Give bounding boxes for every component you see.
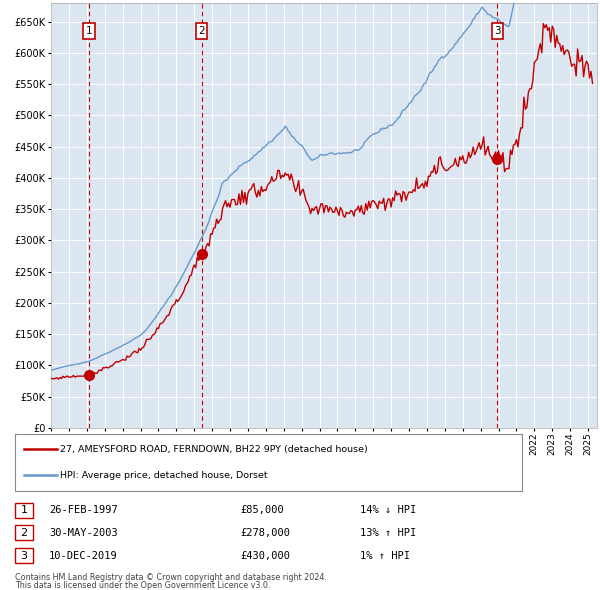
Text: Contains HM Land Registry data © Crown copyright and database right 2024.: Contains HM Land Registry data © Crown c… — [15, 572, 327, 582]
Text: 27, AMEYSFORD ROAD, FERNDOWN, BH22 9PY (detached house): 27, AMEYSFORD ROAD, FERNDOWN, BH22 9PY (… — [60, 445, 368, 454]
Text: £278,000: £278,000 — [240, 528, 290, 537]
Text: 1% ↑ HPI: 1% ↑ HPI — [360, 551, 410, 560]
Text: 1: 1 — [20, 506, 28, 515]
Text: 1: 1 — [86, 26, 92, 36]
Text: 26-FEB-1997: 26-FEB-1997 — [49, 506, 118, 515]
Text: HPI: Average price, detached house, Dorset: HPI: Average price, detached house, Dors… — [60, 471, 268, 480]
Text: £430,000: £430,000 — [240, 551, 290, 560]
Text: 10-DEC-2019: 10-DEC-2019 — [49, 551, 118, 560]
Text: 3: 3 — [20, 551, 28, 560]
Text: This data is licensed under the Open Government Licence v3.0.: This data is licensed under the Open Gov… — [15, 581, 271, 590]
Text: 13% ↑ HPI: 13% ↑ HPI — [360, 528, 416, 537]
Text: 2: 2 — [198, 26, 205, 36]
Text: 2: 2 — [20, 528, 28, 537]
Text: £85,000: £85,000 — [240, 506, 284, 515]
Text: 30-MAY-2003: 30-MAY-2003 — [49, 528, 118, 537]
Text: 3: 3 — [494, 26, 501, 36]
Text: 14% ↓ HPI: 14% ↓ HPI — [360, 506, 416, 515]
